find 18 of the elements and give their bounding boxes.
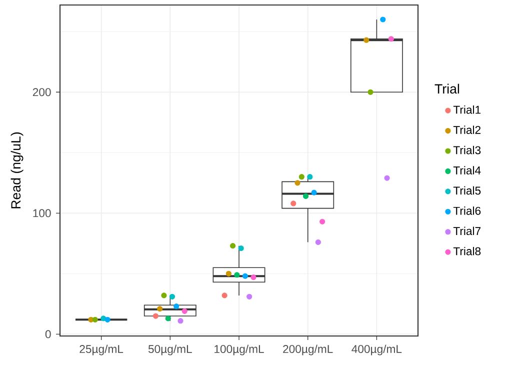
legend-label: Trial8 xyxy=(453,246,481,256)
x-tick-label: 100µg/mL xyxy=(214,344,264,356)
x-tick-label: 25µg/mL xyxy=(80,344,124,356)
legend-label: Trial7 xyxy=(453,226,480,236)
y-tick-label: 0 xyxy=(45,330,51,338)
legend-title: Trial xyxy=(434,84,460,94)
legend-label: Trial5 xyxy=(453,186,481,195)
x-tick-label: 200µg/mL xyxy=(283,344,333,356)
legend-label: Trial1 xyxy=(453,105,481,114)
legend-label: Trial4 xyxy=(453,166,481,174)
legend-label: Trial3 xyxy=(453,146,481,154)
x-tick-label: 400µg/mL xyxy=(352,344,402,356)
x-tick-label: 50µg/mL xyxy=(148,344,192,356)
legend-label: Trial2 xyxy=(453,126,480,134)
y-tick-label: 200 xyxy=(32,88,51,96)
y-axis-title: Read (ng/uL) xyxy=(10,132,24,208)
y-tick-label: 100 xyxy=(33,209,51,218)
legend-label: Trial6 xyxy=(453,206,481,215)
